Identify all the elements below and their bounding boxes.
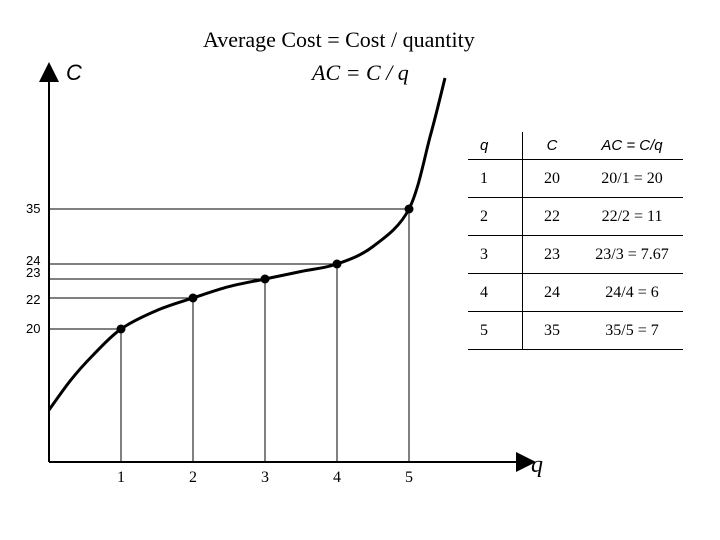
table-row: 4 24 24/4 = 6	[468, 273, 683, 312]
data-point	[404, 204, 414, 214]
x-tick-label: 5	[405, 469, 413, 486]
table-cell-ac: 20/1 = 20	[581, 159, 683, 198]
table-header-ac: AC = C/q	[581, 132, 683, 160]
table-row: 5 35 35/5 = 7	[468, 311, 683, 350]
data-point	[188, 293, 198, 303]
x-tick-label: 3	[261, 469, 269, 486]
table-cell-ac: 24/4 = 6	[581, 273, 683, 312]
table-row: 1 20 20/1 = 20	[468, 159, 683, 198]
table-cell-c: 22	[522, 197, 581, 236]
y-axis-label: C	[66, 60, 82, 85]
table-header-q: q	[468, 132, 523, 160]
table-row: 2 22 22/2 = 11	[468, 197, 683, 236]
table-cell-c: 24	[522, 273, 581, 312]
average-cost-table: q C AC = C/q 1 20 20/1 = 20 2 22 22/2 = …	[468, 132, 683, 350]
data-point	[116, 324, 126, 334]
cost-curve	[47, 77, 447, 411]
data-point	[260, 274, 270, 284]
table-cell-q: 4	[468, 273, 523, 312]
table-row: 3 23 23/3 = 7.67	[468, 235, 683, 274]
table-cell-c: 35	[522, 311, 581, 350]
y-tick-label: 35	[26, 201, 40, 216]
chart-subtitle: AC = C / q	[312, 60, 409, 85]
x-tick-label: 2	[189, 469, 197, 486]
chart-title: Average Cost = Cost / quantity	[203, 27, 475, 52]
table-cell-c: 20	[522, 159, 581, 198]
data-point	[332, 259, 342, 269]
y-tick-label: 24	[26, 253, 40, 268]
table-cell-q: 1	[468, 159, 523, 198]
table-cell-c: 23	[522, 235, 581, 274]
y-tick-label: 23	[26, 265, 40, 280]
table-cell-ac: 23/3 = 7.67	[581, 235, 683, 274]
table-cell-q: 2	[468, 197, 523, 236]
table-header-row: q C AC = C/q	[468, 132, 683, 160]
table-cell-q: 3	[468, 235, 523, 274]
x-tick-label: 4	[333, 469, 341, 486]
y-tick-label: 20	[26, 321, 40, 336]
table-header-c: C	[522, 132, 581, 160]
table-cell-ac: 35/5 = 7	[581, 311, 683, 350]
x-tick-label: 1	[117, 469, 125, 486]
y-tick-label: 22	[26, 292, 40, 307]
table-cell-q: 5	[468, 311, 523, 350]
table-cell-ac: 22/2 = 11	[581, 197, 683, 236]
